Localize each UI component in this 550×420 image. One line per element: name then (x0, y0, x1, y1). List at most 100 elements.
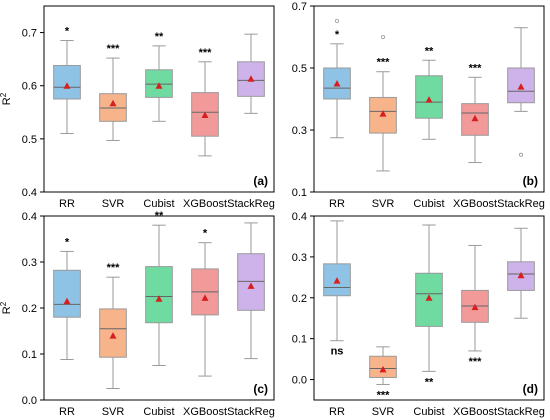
y-tick-label: 0.4 (22, 211, 37, 223)
mean-marker (517, 83, 525, 90)
y-tick-label: 0.2 (292, 293, 307, 305)
x-tick-label: RR (329, 198, 345, 210)
iqr-box (145, 266, 173, 324)
y-tick-label: 0.4 (292, 211, 307, 223)
mean-marker (379, 110, 387, 117)
mean-marker (425, 96, 433, 103)
mean-marker (63, 82, 71, 89)
x-tick-label: Cubist (143, 198, 174, 210)
x-tick-label: StackReg (227, 406, 275, 418)
x-tick-label: Cubist (413, 406, 444, 418)
axes-frame (313, 215, 545, 401)
mean-marker (155, 82, 163, 89)
x-tick-label: Cubist (143, 406, 174, 418)
axes-frame (43, 5, 275, 193)
y-tick-label: 0.6 (22, 81, 37, 93)
iqr-box (99, 93, 127, 122)
axes-frame (43, 215, 275, 401)
mean-marker (379, 365, 387, 373)
y-tick-label: 0.7 (292, 1, 307, 13)
box-cubist: ** (145, 31, 173, 122)
panel-b: 0.1 0.3 0.5 0.7 * RR *** SVR ** Cubist *** XGBoost S… (292, 1, 545, 210)
mean-marker (63, 297, 71, 305)
significance-label: *** (377, 57, 391, 69)
mean-marker (155, 295, 163, 302)
mean-marker (109, 332, 117, 339)
x-tick-label: RR (59, 406, 75, 418)
iqr-box (53, 269, 81, 318)
mean-marker (333, 80, 341, 87)
mean-marker (517, 271, 525, 279)
x-tick-label: StackReg (497, 198, 545, 210)
box-xgboost: *** (461, 62, 489, 164)
y-tick-label: 0.1 (292, 334, 307, 346)
x-tick-label: XGBoost (183, 406, 227, 418)
mean-marker (201, 294, 209, 301)
box-svr: *** (99, 43, 127, 141)
significance-label: ns (331, 346, 344, 358)
x-tick-label: RR (59, 198, 75, 210)
x-tick-label: SVR (102, 406, 125, 418)
significance-label: ** (155, 31, 164, 43)
y-tick-label: 0.1 (292, 187, 307, 199)
y-tick-label: 0.5 (292, 63, 307, 75)
x-tick-label: StackReg (497, 406, 545, 418)
y-tick-label: 0.0 (292, 375, 307, 387)
box-rr: * (323, 18, 351, 139)
significance-label: ** (425, 45, 434, 57)
iqr-box (323, 67, 351, 100)
y-tick-label: 0.0 (22, 395, 37, 407)
mean-marker (471, 303, 479, 311)
significance-label: *** (469, 356, 483, 368)
axes-frame (313, 5, 545, 193)
box-rr: * (53, 26, 81, 135)
x-tick-label: StackReg (227, 198, 275, 210)
outlier-point (519, 152, 524, 157)
panel-label: (d) (523, 382, 538, 396)
box-svr: *** (369, 346, 397, 401)
box-svr: *** (369, 35, 397, 172)
box-xgboost: *** (191, 47, 219, 157)
panel-c: 0.0 0.1 0.2 0.3 0.4 R2 * RR *** SVR ** Cubist * XGBoo… (0, 210, 275, 418)
y-axis-label: R2 (0, 92, 13, 105)
significance-label: *** (107, 262, 121, 274)
y-tick-label: 0.3 (292, 125, 307, 137)
x-tick-label: SVR (102, 198, 125, 210)
significance-label: * (203, 228, 208, 240)
significance-label: *** (377, 389, 391, 401)
significance-label: *** (199, 47, 213, 59)
significance-label: * (65, 236, 70, 248)
x-tick-label: XGBoost (453, 406, 497, 418)
mean-marker (247, 282, 255, 289)
box-cubist: ** (415, 224, 443, 388)
box-svr: *** (99, 262, 127, 389)
y-tick-label: 0.3 (22, 257, 37, 269)
iqr-box (99, 308, 127, 358)
panel-label: (c) (253, 382, 268, 396)
mean-marker (333, 277, 341, 284)
panel-a: 0.4 0.5 0.6 0.7 R2 * RR *** SVR ** Cubist *** XGBoos… (0, 5, 275, 210)
significance-label: *** (107, 43, 121, 55)
x-tick-label: XGBoost (453, 198, 497, 210)
box-stackreg (237, 222, 265, 360)
box-xgboost: * (191, 228, 219, 377)
mean-marker (201, 111, 209, 118)
box-stackreg (237, 33, 265, 114)
box-cubist: ** (145, 210, 173, 366)
y-tick-label: 0.4 (22, 187, 37, 199)
box-rr: ns (323, 220, 351, 358)
significance-label: * (335, 29, 340, 41)
panel-label: (b) (523, 174, 538, 188)
y-axis-label: R2 (0, 301, 13, 314)
box-stackreg (507, 227, 535, 319)
x-tick-label: SVR (372, 406, 395, 418)
significance-label: * (65, 26, 70, 38)
significance-label: ** (425, 376, 434, 388)
box-rr: * (53, 236, 81, 361)
x-tick-label: SVR (372, 198, 395, 210)
box-cubist: ** (415, 45, 443, 140)
box-stackreg (507, 27, 535, 157)
significance-label: *** (469, 62, 483, 74)
y-tick-label: 0.1 (22, 349, 37, 361)
